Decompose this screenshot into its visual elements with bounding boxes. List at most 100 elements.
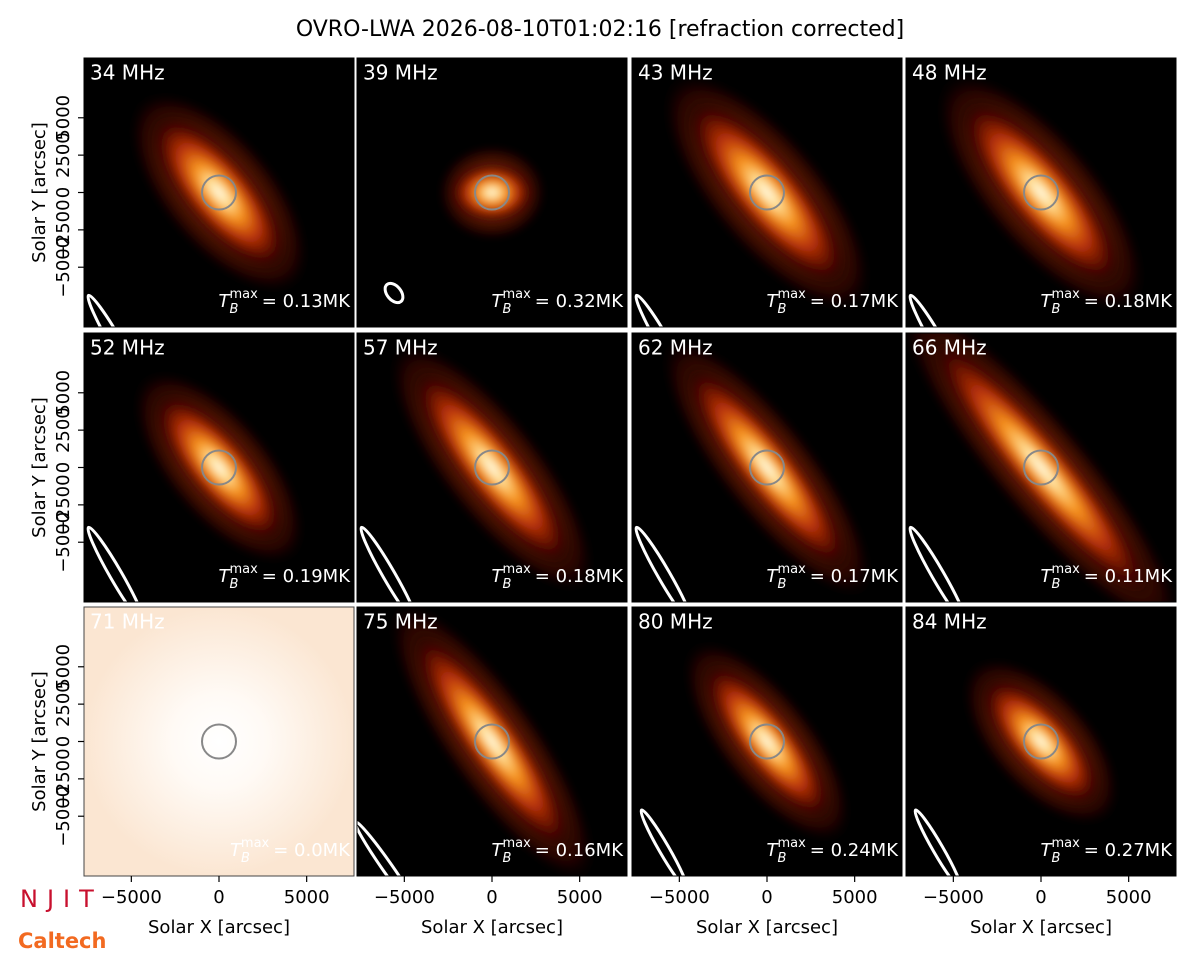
x-tick-label: 0 [1035, 887, 1046, 908]
tb-symbol: T [1041, 566, 1054, 587]
y-tick-label: −2500 [53, 199, 74, 260]
tb-symbol: T [767, 840, 780, 861]
tb-superscript: max [1051, 836, 1080, 851]
y-tick-label: 2500 [53, 407, 74, 453]
y-tick-label: 0 [53, 462, 74, 473]
solar-disk [474, 449, 510, 486]
tb-max: TBmax = 0.13MK [219, 287, 352, 317]
tb-text: = 0.16MK [535, 840, 624, 861]
y-tick-label: 0 [53, 736, 74, 747]
tb-subscript: B [778, 851, 787, 866]
beam [913, 808, 963, 876]
panel [357, 333, 627, 602]
solar-disk [1023, 174, 1059, 211]
tb-symbol: T [1041, 840, 1054, 861]
emission [962, 101, 1120, 284]
solar-disk [201, 723, 237, 760]
solar-disk [201, 174, 237, 211]
x-axis-label: Solar X [arcsec] [148, 917, 290, 938]
x-tick-label: 5000 [832, 887, 878, 908]
beam [357, 820, 421, 876]
beam [383, 281, 405, 305]
panel-title: 57 MHz [363, 336, 438, 360]
panel-title: 80 MHz [638, 610, 713, 634]
tb-subscript: B [1052, 302, 1061, 317]
tb-max: TBmax = 0.16MK [492, 836, 625, 866]
tb-subscript: B [1052, 577, 1061, 592]
beam [359, 525, 419, 602]
x-tick-label: 0 [761, 887, 772, 908]
x-tick-label: −5000 [101, 887, 162, 908]
tb-symbol: T [219, 291, 232, 312]
tb-superscript: max [777, 836, 806, 851]
tb-symbol: T [230, 840, 243, 861]
panel [84, 333, 354, 602]
y-tick-label: 0 [53, 187, 74, 198]
panel [357, 58, 627, 327]
solar-disk [1023, 449, 1059, 486]
emission [982, 678, 1100, 805]
x-axis-label: Solar X [arcsec] [421, 917, 563, 938]
panel-title: 39 MHz [363, 61, 438, 85]
tb-symbol: T [767, 291, 780, 312]
tb-subscript: B [503, 851, 512, 866]
tb-subscript: B [503, 302, 512, 317]
logo-njit: NJIT [20, 885, 103, 913]
tb-symbol: T [492, 840, 505, 861]
panel [632, 333, 902, 602]
tb-text: = 0.17MK [810, 566, 899, 587]
emission [703, 664, 831, 819]
tb-text: = 0.11MK [1084, 566, 1173, 587]
tb-symbol: T [492, 291, 505, 312]
panel-title: 43 MHz [638, 61, 713, 85]
tb-text: = 0.0MK [273, 840, 351, 861]
y-tick-label: 5000 [53, 644, 74, 690]
emission [688, 101, 846, 284]
y-axis-label: Solar Y [arcsec] [29, 397, 50, 538]
tb-subscript: B [230, 577, 239, 592]
solar-disk [201, 449, 237, 486]
panel [632, 58, 902, 327]
panel-title: 66 MHz [912, 336, 987, 360]
tb-max: TBmax = 0.18MK [1041, 287, 1174, 317]
tb-text: = 0.17MK [810, 291, 899, 312]
tb-text: = 0.32MK [535, 291, 624, 312]
tb-subscript: B [778, 302, 787, 317]
y-tick-label: −5000 [53, 237, 74, 298]
tb-max: TBmax = 0.24MK [767, 836, 900, 866]
panel-title: 52 MHz [90, 336, 165, 360]
emission [450, 162, 534, 223]
panel [84, 607, 354, 876]
tb-max: TBmax = 0.27MK [1041, 836, 1174, 866]
tb-superscript: max [502, 562, 531, 577]
y-tick-label: 2500 [53, 132, 74, 178]
y-axis-label: Solar Y [arcsec] [29, 671, 50, 812]
tb-text: = 0.13MK [262, 291, 351, 312]
emission [151, 116, 287, 269]
tb-text: = 0.18MK [1084, 291, 1173, 312]
tb-max: TBmax = 0.11MK [1041, 562, 1174, 592]
x-tick-label: −5000 [923, 887, 984, 908]
x-tick-label: −5000 [649, 887, 710, 908]
solar-disk [749, 723, 785, 760]
panel-background [84, 607, 354, 876]
panel-title: 84 MHz [912, 610, 987, 634]
tb-max: TBmax = 0.17MK [767, 562, 900, 592]
y-tick-label: −2500 [53, 474, 74, 535]
beam [634, 293, 694, 327]
tb-text: = 0.24MK [810, 840, 899, 861]
y-axis-label: Solar Y [arcsec] [29, 122, 50, 263]
panel [632, 607, 902, 876]
tb-text: = 0.27MK [1084, 840, 1173, 861]
x-tick-label: 5000 [284, 887, 330, 908]
tb-subscript: B [503, 577, 512, 592]
solar-disk [749, 449, 785, 486]
solar-disk [1023, 723, 1059, 760]
tb-superscript: max [777, 287, 806, 302]
tb-superscript: max [1051, 562, 1080, 577]
beam [86, 525, 146, 602]
tb-symbol: T [767, 566, 780, 587]
tb-subscript: B [241, 851, 250, 866]
tb-max: TBmax = 0.18MK [492, 562, 625, 592]
